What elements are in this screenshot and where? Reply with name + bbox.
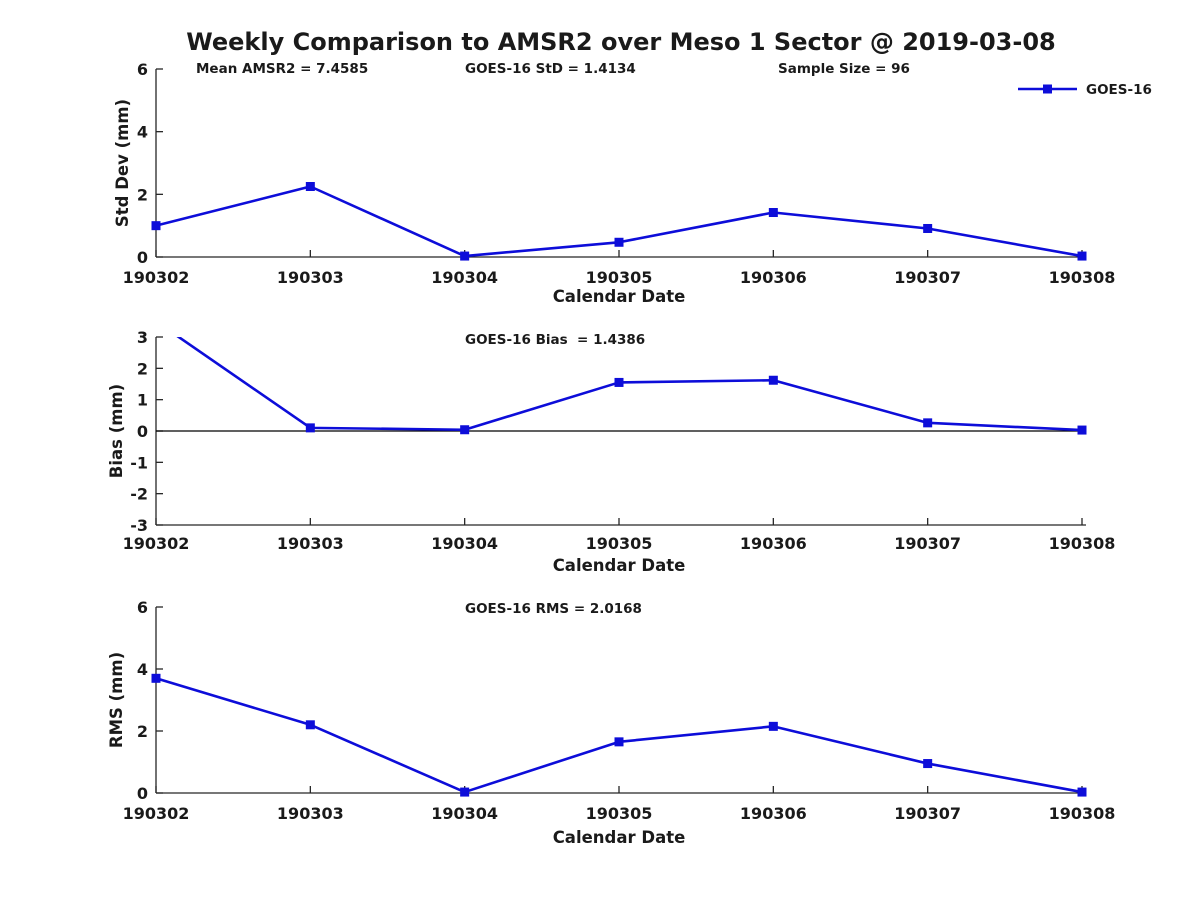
x-tick-label: 190303 (277, 534, 344, 553)
x-tick-label: 190304 (431, 804, 498, 823)
x-tick-label: 190307 (894, 534, 961, 553)
y-tick-label: 3 (137, 328, 148, 347)
data-point-marker (460, 787, 470, 797)
data-point-marker (923, 759, 933, 769)
x-tick-label: 190306 (740, 268, 807, 287)
data-point-marker (923, 418, 933, 428)
xlabel-calendar-date-3: Calendar Date (553, 828, 686, 847)
x-tick-label: 190306 (740, 534, 807, 553)
x-tick-label: 190302 (123, 534, 190, 553)
data-point-marker (1077, 251, 1087, 261)
data-point-marker (768, 375, 778, 385)
data-line-goes-16 (155, 677, 1083, 794)
y-tick-label: 0 (137, 248, 148, 267)
x-tick-label: 190307 (894, 804, 961, 823)
x-tick-label: 190303 (277, 804, 344, 823)
x-tick-label: 190305 (586, 268, 653, 287)
x-tick-label: 190305 (586, 534, 653, 553)
annotation-goes16-bias: GOES-16 Bias = 1.4386 (465, 332, 645, 348)
annotation-sample-size: Sample Size = 96 (778, 61, 910, 77)
annotation-goes16-std: GOES-16 StD = 1.4134 (465, 61, 636, 77)
chart-title: Weekly Comparison to AMSR2 over Meso 1 S… (186, 28, 1055, 56)
x-tick-label: 190304 (431, 534, 498, 553)
x-tick-label: 190307 (894, 268, 961, 287)
y-tick-label: 2 (137, 359, 148, 378)
data-point-marker (923, 223, 933, 233)
annotation-mean-amsr2: Mean AMSR2 = 7.4585 (196, 61, 368, 77)
x-tick-label: 190305 (586, 804, 653, 823)
x-tick-label: 190308 (1049, 804, 1116, 823)
x-tick-label: 190303 (277, 268, 344, 287)
data-point-marker (305, 182, 315, 191)
data-point-marker (614, 377, 624, 387)
x-tick-label: 190306 (740, 804, 807, 823)
ylabel-bias: Bias (mm) (107, 384, 126, 478)
axes-layer: 0 2 4 6 190302 190303 190304 190305 190306 190307… (123, 60, 1116, 823)
data-point-marker (305, 720, 315, 730)
data-point-marker (460, 251, 470, 261)
y-tick-label: 6 (137, 60, 148, 79)
y-tick-label: -2 (130, 485, 148, 504)
legend-square-marker-icon (1043, 84, 1052, 94)
x-tick-label: 190308 (1049, 534, 1116, 553)
data-point-marker (1077, 787, 1087, 797)
x-tick-label: 190304 (431, 268, 498, 287)
y-tick-label: 0 (137, 784, 148, 803)
x-tick-label: 190302 (123, 804, 190, 823)
y-tick-label: 4 (137, 660, 148, 679)
data-point-marker (1077, 425, 1087, 435)
data-point-marker (152, 317, 161, 326)
y-tick-label: -1 (130, 453, 148, 472)
xlabel-calendar-date-1: Calendar Date (553, 287, 686, 306)
y-tick-label: 2 (137, 185, 148, 204)
y-tick-label: 1 (137, 391, 148, 410)
data-point-marker (768, 721, 778, 731)
ylabel-std-dev: Std Dev (mm) (113, 99, 132, 227)
xlabel-calendar-date-2: Calendar Date (553, 556, 686, 575)
data-point-marker (460, 425, 470, 435)
ylabel-rms: RMS (mm) (107, 652, 126, 748)
legend: GOES-16 (1018, 82, 1152, 98)
y-tick-label: 0 (137, 422, 148, 441)
annotation-goes16-rms: GOES-16 RMS = 2.0168 (465, 601, 642, 617)
y-tick-label: -3 (130, 516, 148, 535)
x-tick-label: 190308 (1049, 268, 1116, 287)
y-tick-label: 6 (137, 598, 148, 617)
data-point-marker (614, 237, 624, 247)
legend-label: GOES-16 (1086, 82, 1152, 98)
data-point-marker (768, 208, 778, 218)
data-point-marker (614, 737, 624, 747)
data-point-marker (151, 673, 161, 683)
y-tick-label: 4 (137, 123, 148, 142)
x-tick-label: 190302 (123, 268, 190, 287)
data-point-marker (305, 423, 315, 433)
data-point-marker (151, 221, 161, 231)
y-tick-label: 2 (137, 722, 148, 741)
